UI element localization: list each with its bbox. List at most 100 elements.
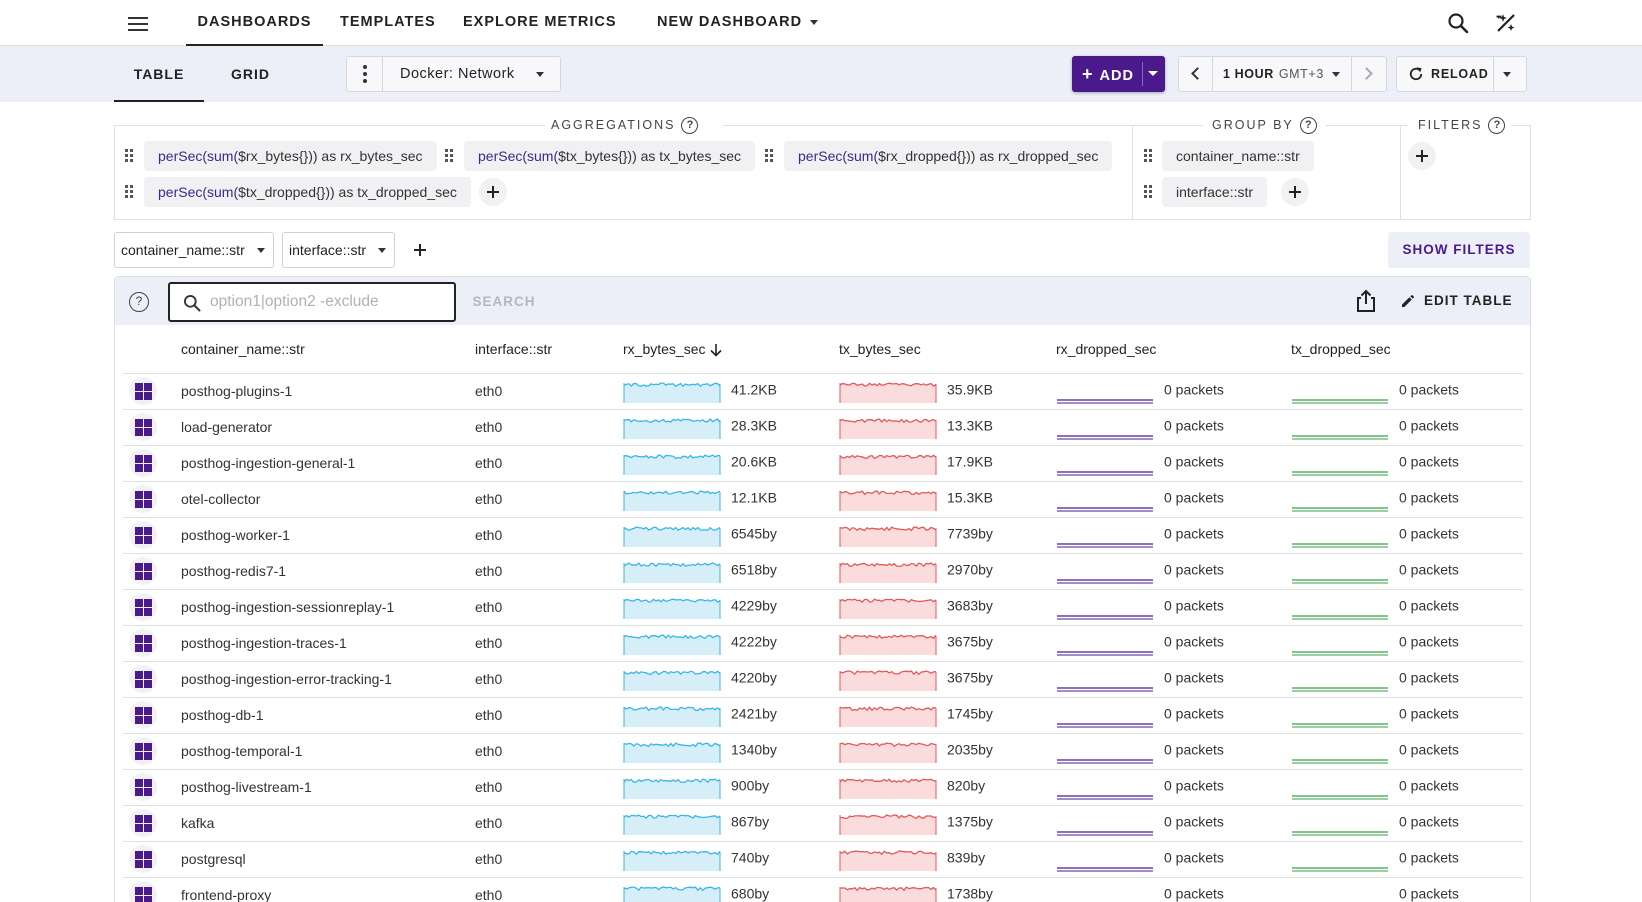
menu-icon[interactable] — [126, 13, 150, 33]
table-row[interactable]: posthog-ingestion-error-tracking-1 eth0 42… — [123, 661, 1523, 698]
row-icon-cell — [123, 625, 181, 662]
column-header[interactable]: tx_bytes_sec — [839, 325, 1056, 374]
table-row[interactable]: posthog-livestream-1 eth0 900by 820by 0 pack… — [123, 769, 1523, 806]
group-by-chip[interactable]: container_name::str — [1162, 141, 1314, 171]
container-name-select[interactable]: container_name::str — [114, 232, 274, 268]
rx-bytes-value: 4229by — [731, 597, 777, 614]
dashboard-grid-icon[interactable] — [129, 449, 157, 477]
dashboard-grid-icon[interactable] — [129, 593, 157, 621]
nav-tab-templates[interactable]: TEMPLATES — [340, 14, 436, 30]
chevron-down-icon[interactable] — [1503, 72, 1511, 77]
table-row[interactable]: frontend-proxy eth0 680by 1738by 0 packets 0 … — [123, 877, 1523, 902]
dashboard-grid-icon[interactable] — [129, 485, 157, 513]
table-row[interactable]: posthog-worker-1 eth0 6545by 7739by 0 packet… — [123, 517, 1523, 554]
time-prev-button[interactable] — [1179, 57, 1213, 91]
chevron-down-icon[interactable] — [1148, 71, 1158, 76]
edit-table-button[interactable]: EDIT TABLE — [1400, 277, 1513, 325]
interface-cell: eth0 — [475, 409, 623, 446]
aggregation-chip[interactable]: perSec(sum($tx_bytes{})) as tx_bytes_sec — [464, 141, 756, 171]
nav-tab-new-dashboard[interactable]: NEW DASHBOARD — [657, 0, 819, 46]
show-filters-button[interactable]: SHOW FILTERS — [1388, 232, 1530, 268]
divider — [723, 125, 1203, 126]
interface-select[interactable]: interface::str — [282, 232, 395, 268]
add-filter-button[interactable] — [1408, 142, 1436, 170]
table-row[interactable]: posthog-db-1 eth0 2421by 1745by 0 packets 0 p… — [123, 697, 1523, 734]
add-aggregation-button[interactable] — [479, 178, 507, 206]
table-row[interactable]: posthog-ingestion-general-1 eth0 20.6KB 17.… — [123, 445, 1523, 482]
column-header[interactable]: interface::str — [475, 325, 623, 374]
column-header[interactable]: rx_dropped_sec — [1056, 325, 1291, 374]
nav-tab-dashboards[interactable]: DASHBOARDS — [186, 0, 323, 46]
add-button[interactable]: + ADD — [1072, 56, 1165, 92]
dashboard-grid-icon[interactable] — [129, 809, 157, 837]
table-row[interactable]: posthog-plugins-1 eth0 41.2KB 35.9KB 0 packe… — [123, 373, 1523, 410]
tx-bytes-value: 839by — [947, 849, 986, 866]
aggregation-chip[interactable]: perSec(sum($tx_dropped{})) as tx_dropped… — [144, 177, 471, 207]
search-button[interactable]: SEARCH — [472, 294, 536, 309]
aggregation-chip[interactable]: perSec(sum($rx_dropped{})) as rx_dropped… — [784, 141, 1113, 171]
search-icon[interactable] — [1446, 11, 1470, 35]
drag-handle-icon[interactable] — [445, 149, 457, 165]
refresh-icon[interactable] — [1407, 65, 1425, 83]
dashboard-grid-icon[interactable] — [129, 881, 157, 902]
dashboard-grid-icon[interactable] — [129, 737, 157, 765]
column-header-sorted[interactable]: rx_bytes_sec — [623, 325, 839, 374]
add-group-by-button[interactable] — [1281, 178, 1309, 206]
tab-grid[interactable]: GRID — [231, 66, 270, 82]
add-group-select-button[interactable] — [406, 236, 434, 264]
time-range-select[interactable]: 1 HOUR GMT+3 — [1223, 57, 1340, 91]
rx-dropped-value: 0 packets — [1164, 741, 1224, 758]
tx-bytes-value: 15.3KB — [947, 489, 993, 506]
drag-handle-icon[interactable] — [125, 149, 137, 165]
dashboard-grid-icon[interactable] — [129, 377, 157, 405]
help-icon[interactable]: ? — [129, 292, 149, 312]
dashboard-grid-icon[interactable] — [129, 413, 157, 441]
rx-dropped-value: 0 packets — [1164, 381, 1224, 398]
dashboard-grid-icon[interactable] — [129, 701, 157, 729]
tab-table[interactable]: TABLE — [114, 46, 204, 102]
drag-handle-icon[interactable] — [1144, 185, 1156, 201]
dashboard-grid-icon[interactable] — [129, 665, 157, 693]
container-name-cell: posthog-ingestion-general-1 — [181, 445, 475, 482]
group-by-chip[interactable]: interface::str — [1162, 177, 1268, 207]
share-icon[interactable] — [1355, 289, 1377, 313]
help-icon[interactable]: ? — [1488, 117, 1506, 134]
table-row[interactable]: postgresql eth0 740by 839by 0 packets 0 packe… — [123, 841, 1523, 878]
time-next-button[interactable] — [1351, 57, 1386, 91]
table-row[interactable]: kafka eth0 867by 1375by 0 packets 0 packets — [123, 805, 1523, 842]
more-vert-icon[interactable] — [347, 57, 383, 91]
search-input[interactable] — [210, 291, 440, 313]
reload-button[interactable]: RELOAD — [1431, 67, 1489, 81]
dashboard-grid-icon[interactable] — [129, 629, 157, 657]
table-row[interactable]: posthog-temporal-1 eth0 1340by 2035by 0 pack… — [123, 733, 1523, 770]
tx-bytes-cell: 15.3KB — [839, 481, 1056, 518]
theme-toggle-icon[interactable] — [1494, 11, 1518, 35]
drag-handle-icon[interactable] — [1144, 149, 1156, 165]
drag-handle-icon[interactable] — [125, 185, 137, 201]
tx-dropped-cell: 0 packets — [1291, 373, 1523, 410]
rx-dropped-cell: 0 packets — [1056, 409, 1291, 446]
dashboard-grid-icon[interactable] — [129, 845, 157, 873]
dashboard-grid-icon[interactable] — [129, 773, 157, 801]
table-row[interactable]: load-generator eth0 28.3KB 13.3KB 0 packets 0… — [123, 409, 1523, 446]
column-header[interactable]: tx_dropped_sec — [1291, 325, 1523, 374]
search-field[interactable] — [168, 282, 456, 322]
column-header[interactable]: container_name::str — [181, 325, 475, 374]
dashboard-grid-icon[interactable] — [129, 557, 157, 585]
nav-tab-explore-metrics[interactable]: EXPLORE METRICS — [463, 14, 617, 30]
dashboard-grid-icon[interactable] — [129, 521, 157, 549]
table-row[interactable]: posthog-ingestion-sessionreplay-1 eth0 422… — [123, 589, 1523, 626]
container-name-cell: posthog-livestream-1 — [181, 769, 475, 806]
dashboard-selector[interactable]: Docker: Network — [346, 56, 561, 92]
pencil-icon — [1402, 295, 1414, 308]
rx-bytes-cell: 2421by — [623, 697, 839, 734]
table-row[interactable]: otel-collector eth0 12.1KB 15.3KB 0 packets 0… — [123, 481, 1523, 518]
tx-bytes-value: 17.9KB — [947, 453, 993, 470]
help-icon[interactable]: ? — [1299, 117, 1317, 134]
help-icon[interactable]: ? — [681, 117, 699, 134]
table-row[interactable]: posthog-redis7-1 eth0 6518by 2970by 0 packet… — [123, 553, 1523, 590]
tx-bytes-value: 7739by — [947, 525, 993, 542]
table-row[interactable]: posthog-ingestion-traces-1 eth0 4222by 3675… — [123, 625, 1523, 662]
aggregation-chip[interactable]: perSec(sum($rx_bytes{})) as rx_bytes_sec — [144, 141, 437, 171]
drag-handle-icon[interactable] — [765, 149, 777, 165]
